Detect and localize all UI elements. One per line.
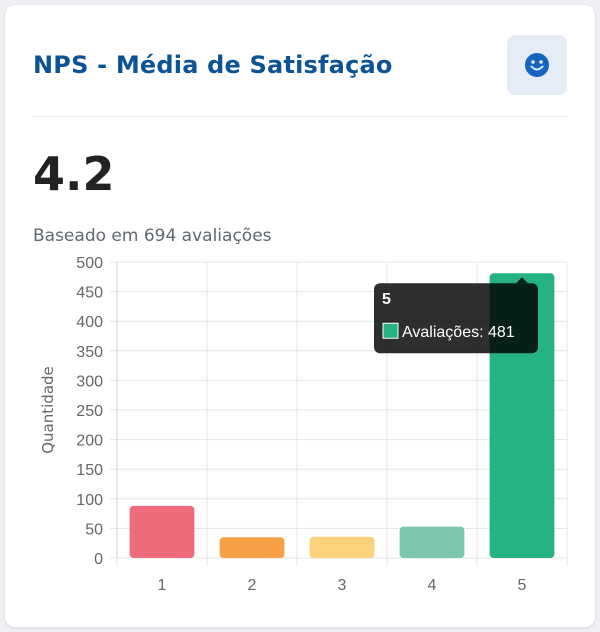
tooltip-box (374, 283, 538, 354)
y-tick-label: 50 (85, 521, 103, 538)
satisfaction-icon-button[interactable] (507, 35, 567, 95)
y-axis-title: Quantidade (39, 366, 57, 454)
tooltip-title: 5 (382, 291, 391, 308)
y-tick-label: 250 (76, 403, 103, 420)
x-tick-label: 3 (338, 577, 347, 594)
x-tick-label: 2 (248, 577, 257, 594)
y-tick-label: 200 (76, 433, 103, 450)
x-tick-label: 5 (518, 577, 527, 594)
ratings-count: Baseado em 694 avaliações (33, 226, 272, 246)
y-tick-label: 450 (76, 285, 103, 302)
y-tick-label: 300 (76, 373, 103, 390)
x-tick-label: 4 (428, 577, 437, 594)
y-tick-label: 500 (76, 255, 103, 272)
smiley-face-icon (525, 53, 549, 77)
y-tick-label: 100 (76, 492, 103, 509)
bar-2[interactable] (219, 537, 285, 558)
y-tick-label: 400 (76, 314, 103, 331)
bar-1[interactable] (129, 505, 195, 558)
header-divider (33, 116, 567, 117)
tooltip-label: Avaliações: 481 (402, 324, 515, 341)
x-tick-label: 1 (158, 577, 167, 594)
bar-3[interactable] (309, 536, 375, 558)
y-tick-label: 350 (76, 344, 103, 361)
y-tick-label: 150 (76, 462, 103, 479)
average-score: 4.2 (33, 147, 115, 201)
y-tick-label: 0 (94, 551, 103, 568)
bar-4[interactable] (399, 526, 465, 558)
card-title: NPS - Média de Satisfação (33, 51, 393, 79)
tooltip-caret (516, 277, 528, 284)
tooltip-color-swatch (382, 322, 399, 339)
card-header: NPS - Média de Satisfação (33, 35, 567, 97)
